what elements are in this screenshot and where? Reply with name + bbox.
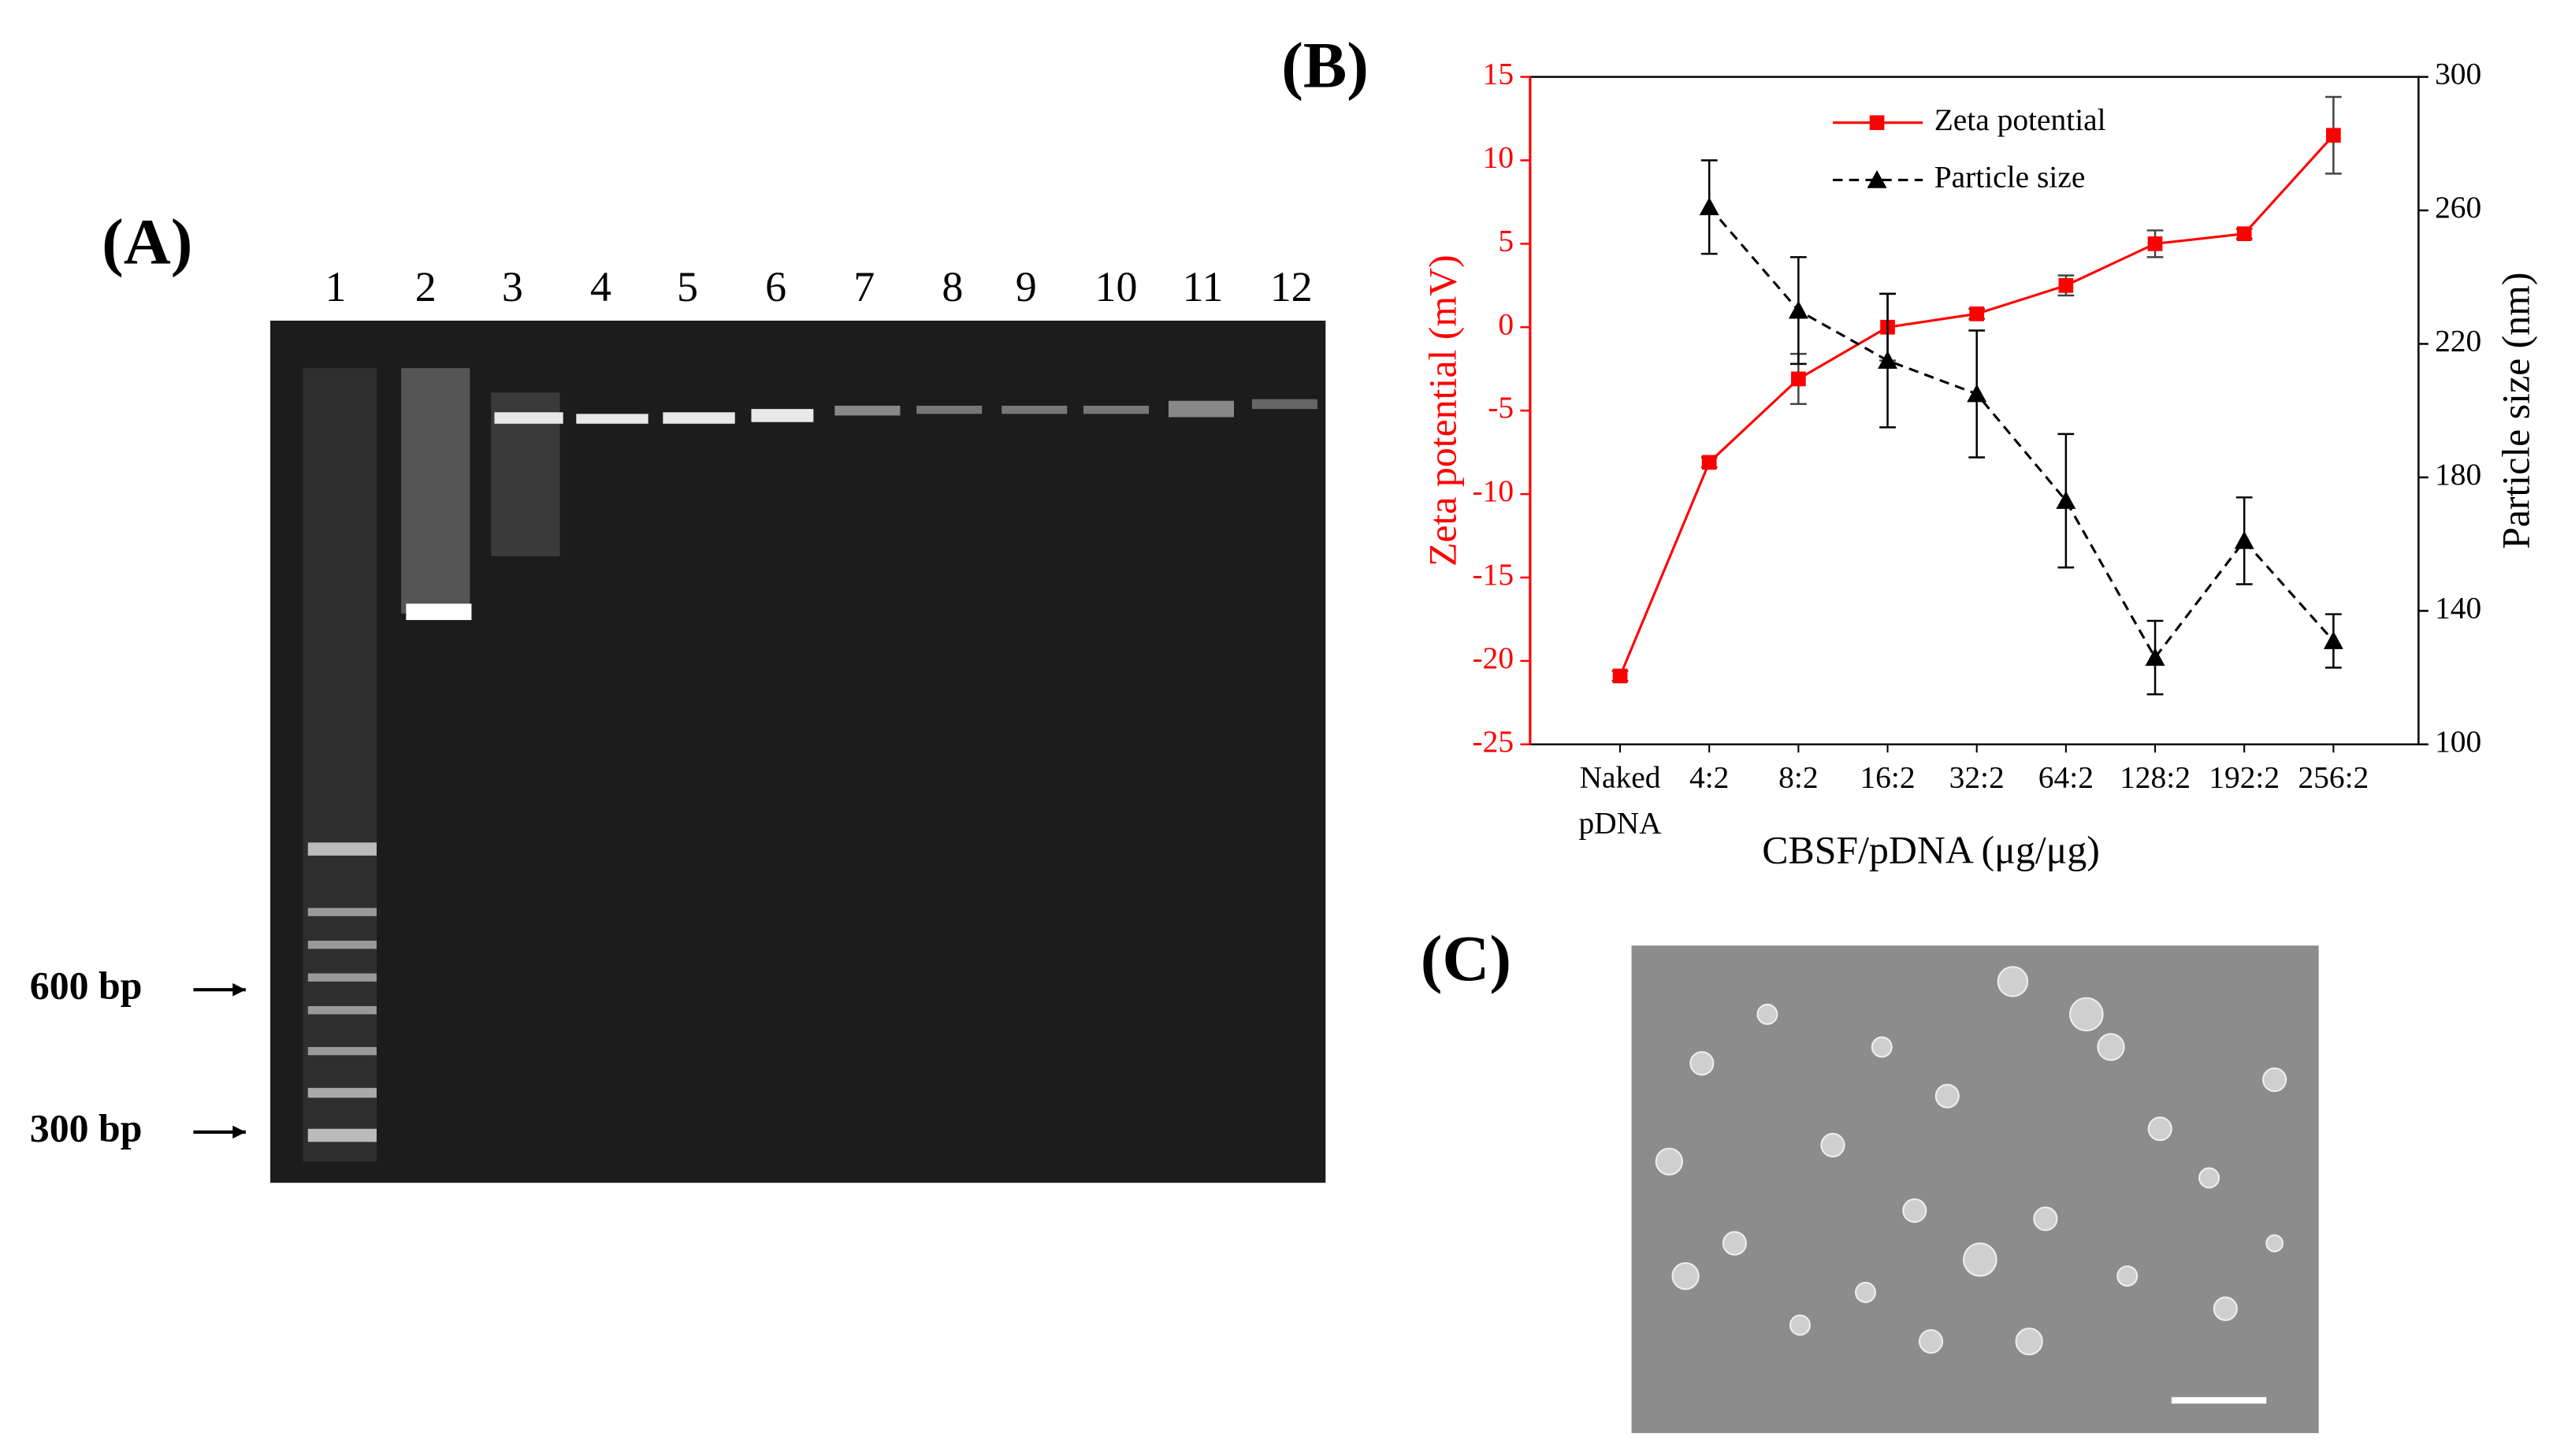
- x-tick-label: 4:2: [1689, 760, 1729, 794]
- y-tick-label: -25: [1473, 724, 1514, 759]
- point: [1869, 115, 1885, 131]
- lane-label: 12: [1270, 263, 1313, 310]
- lane-label: 5: [677, 263, 698, 310]
- lane-label: 4: [590, 263, 611, 310]
- series-line: [1708, 206, 2335, 660]
- point: [1788, 300, 1808, 319]
- point: [1969, 306, 1985, 321]
- panel-label: (C): [1421, 922, 1511, 994]
- lane-label: 11: [1183, 263, 1224, 310]
- y-tick-label: 15: [1483, 57, 1514, 91]
- point: [1699, 197, 1719, 216]
- point: [2236, 226, 2252, 242]
- x-tick-label: 64:2: [2038, 760, 2094, 794]
- x-axis-title: CBSF/pDNA (μg/μg): [1762, 828, 2100, 871]
- legend-label: Particle size: [1934, 159, 2086, 194]
- lane-label: 9: [1016, 263, 1037, 310]
- lane-label: 6: [765, 263, 786, 310]
- point: [2234, 530, 2254, 549]
- point: [2323, 630, 2343, 649]
- marker-arrowhead: [232, 1125, 246, 1139]
- x-tick-label: 32:2: [1949, 760, 2005, 794]
- y2-axis-title: Particle size (nm): [2495, 272, 2538, 548]
- y2-tick-label: 100: [2435, 724, 2481, 759]
- sem-particles: [1655, 966, 2287, 1356]
- y2-tick-label: 300: [2435, 57, 2481, 91]
- y-tick-label: -10: [1473, 474, 1514, 508]
- lane-label: 8: [942, 263, 963, 310]
- point: [2056, 491, 2076, 509]
- y2-tick-label: 180: [2435, 457, 2481, 492]
- chart: -25 -20 -15 -10 -5 0 5 10 15 100 140 180 220 260 300 Na…: [1421, 57, 2537, 872]
- x-tick-label: 128:2: [2120, 760, 2191, 794]
- panel-label: (A): [102, 206, 192, 278]
- lane-label: 3: [502, 263, 523, 310]
- x-tick-label: 16:2: [1860, 760, 1915, 794]
- y-tick-label: 5: [1498, 223, 1514, 258]
- gel-bands: [303, 368, 1317, 1162]
- legend-label: Zeta potential: [1934, 102, 2106, 137]
- marker-label: 300 bp: [30, 1106, 143, 1150]
- panel-label: (B): [1281, 28, 1369, 101]
- y-tick-label: -5: [1488, 390, 1514, 425]
- y-tick-label: -15: [1473, 557, 1514, 592]
- lane-label: 2: [415, 263, 437, 310]
- point: [2326, 128, 2341, 143]
- point: [2145, 648, 2165, 667]
- y-tick-label: 0: [1498, 306, 1514, 341]
- point: [1612, 668, 1628, 684]
- y-axis-title: Zeta potential (mV): [1421, 254, 1464, 566]
- lane-labels: 1 2 3 4 5 6 7 8 9 10 11 12: [325, 263, 1313, 310]
- y2-tick-label: 260: [2435, 190, 2481, 225]
- lane-label: 10: [1095, 263, 1138, 310]
- point: [2147, 236, 2163, 251]
- lane-label: 7: [853, 263, 875, 310]
- x-tick-label: 192:2: [2209, 760, 2280, 794]
- y-tick-label: 10: [1483, 140, 1514, 175]
- point: [1791, 371, 1806, 387]
- x-tick-label: 256:2: [2298, 760, 2369, 794]
- marker-label: 600 bp: [30, 964, 143, 1008]
- point: [1701, 455, 1717, 470]
- y2-tick-label: 140: [2435, 590, 2481, 625]
- lane-label: 1: [325, 263, 347, 310]
- point: [1967, 384, 1987, 403]
- sem-image: [1631, 945, 2319, 1433]
- x-tick-label: 8:2: [1778, 760, 1818, 794]
- marker-arrowhead: [232, 982, 246, 997]
- point: [1867, 169, 1887, 188]
- y2-tick-label: 220: [2435, 324, 2481, 358]
- point: [1878, 351, 1897, 370]
- point: [2058, 277, 2074, 293]
- size-markers: 600 bp 300 bp: [30, 964, 246, 1150]
- x-tick-label: Naked pDNA: [1578, 760, 1662, 840]
- y-tick-label: -20: [1473, 641, 1514, 675]
